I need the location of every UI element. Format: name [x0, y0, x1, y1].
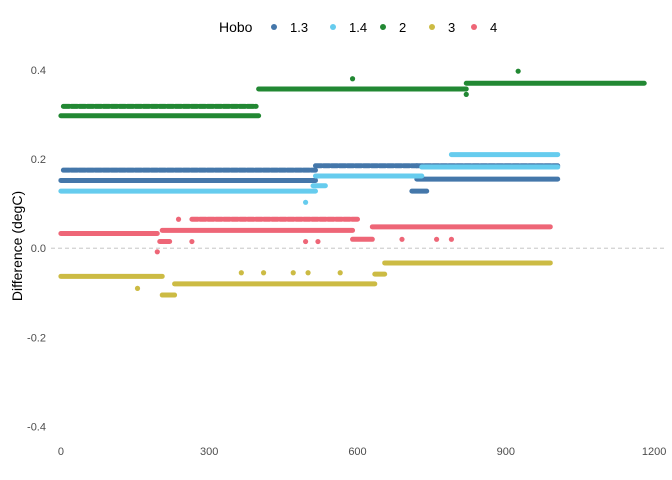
x-tick-label: 900: [497, 446, 515, 458]
series-1-4: [58, 152, 561, 205]
data-point: [399, 236, 405, 242]
x-tick-label: 300: [200, 446, 218, 458]
y-tick-label: -0.4: [27, 422, 46, 434]
data-point: [433, 236, 440, 242]
series-2: [58, 68, 647, 119]
x-tick-label: 600: [348, 446, 366, 458]
legend-key-2: [380, 24, 386, 30]
y-axis-ticks: -0.4 -0.2 0.0 0.2 0.4: [27, 65, 46, 434]
data-point: [448, 236, 455, 242]
x-tick-label: 1200: [642, 446, 666, 458]
y-tick-label: 0.4: [31, 65, 46, 77]
data-point: [349, 76, 356, 82]
data-point: [337, 270, 343, 276]
y-tick-label: 0.0: [31, 243, 46, 255]
data-point: [302, 238, 309, 245]
data-point: [302, 199, 309, 205]
data-point: [134, 285, 141, 291]
legend-label-1-4: 1.4: [349, 20, 367, 35]
series-4: [58, 216, 553, 255]
x-tick-label: 0: [58, 446, 64, 458]
y-tick-label: -0.2: [27, 332, 46, 344]
legend-title: Hobo: [219, 19, 253, 35]
legend-label-2: 2: [399, 20, 406, 35]
legend: Hobo 1.3 1.4 2 3 4: [219, 19, 497, 35]
y-axis-title: Difference (degC): [9, 191, 25, 301]
data-point: [189, 238, 195, 245]
series-3: [58, 260, 553, 298]
data-point: [260, 270, 267, 276]
legend-label-3: 3: [448, 20, 455, 35]
legend-key-1-4: [330, 24, 336, 30]
legend-key-3: [429, 24, 435, 30]
data-point: [238, 270, 244, 276]
legend-label-4: 4: [490, 20, 497, 35]
data-points: [58, 68, 647, 298]
data-point: [305, 270, 311, 276]
data-point: [463, 91, 469, 97]
legend-label-1-3: 1.3: [290, 20, 308, 35]
legend-key-1-3: [271, 24, 277, 30]
legend-key-4: [471, 24, 477, 30]
y-tick-label: 0.2: [31, 154, 46, 166]
data-point: [290, 270, 296, 276]
x-axis-ticks: 0 300 600 900 1200: [58, 446, 667, 458]
data-point: [154, 249, 160, 255]
data-point: [175, 216, 182, 222]
data-point: [515, 68, 521, 74]
data-point: [315, 238, 321, 245]
